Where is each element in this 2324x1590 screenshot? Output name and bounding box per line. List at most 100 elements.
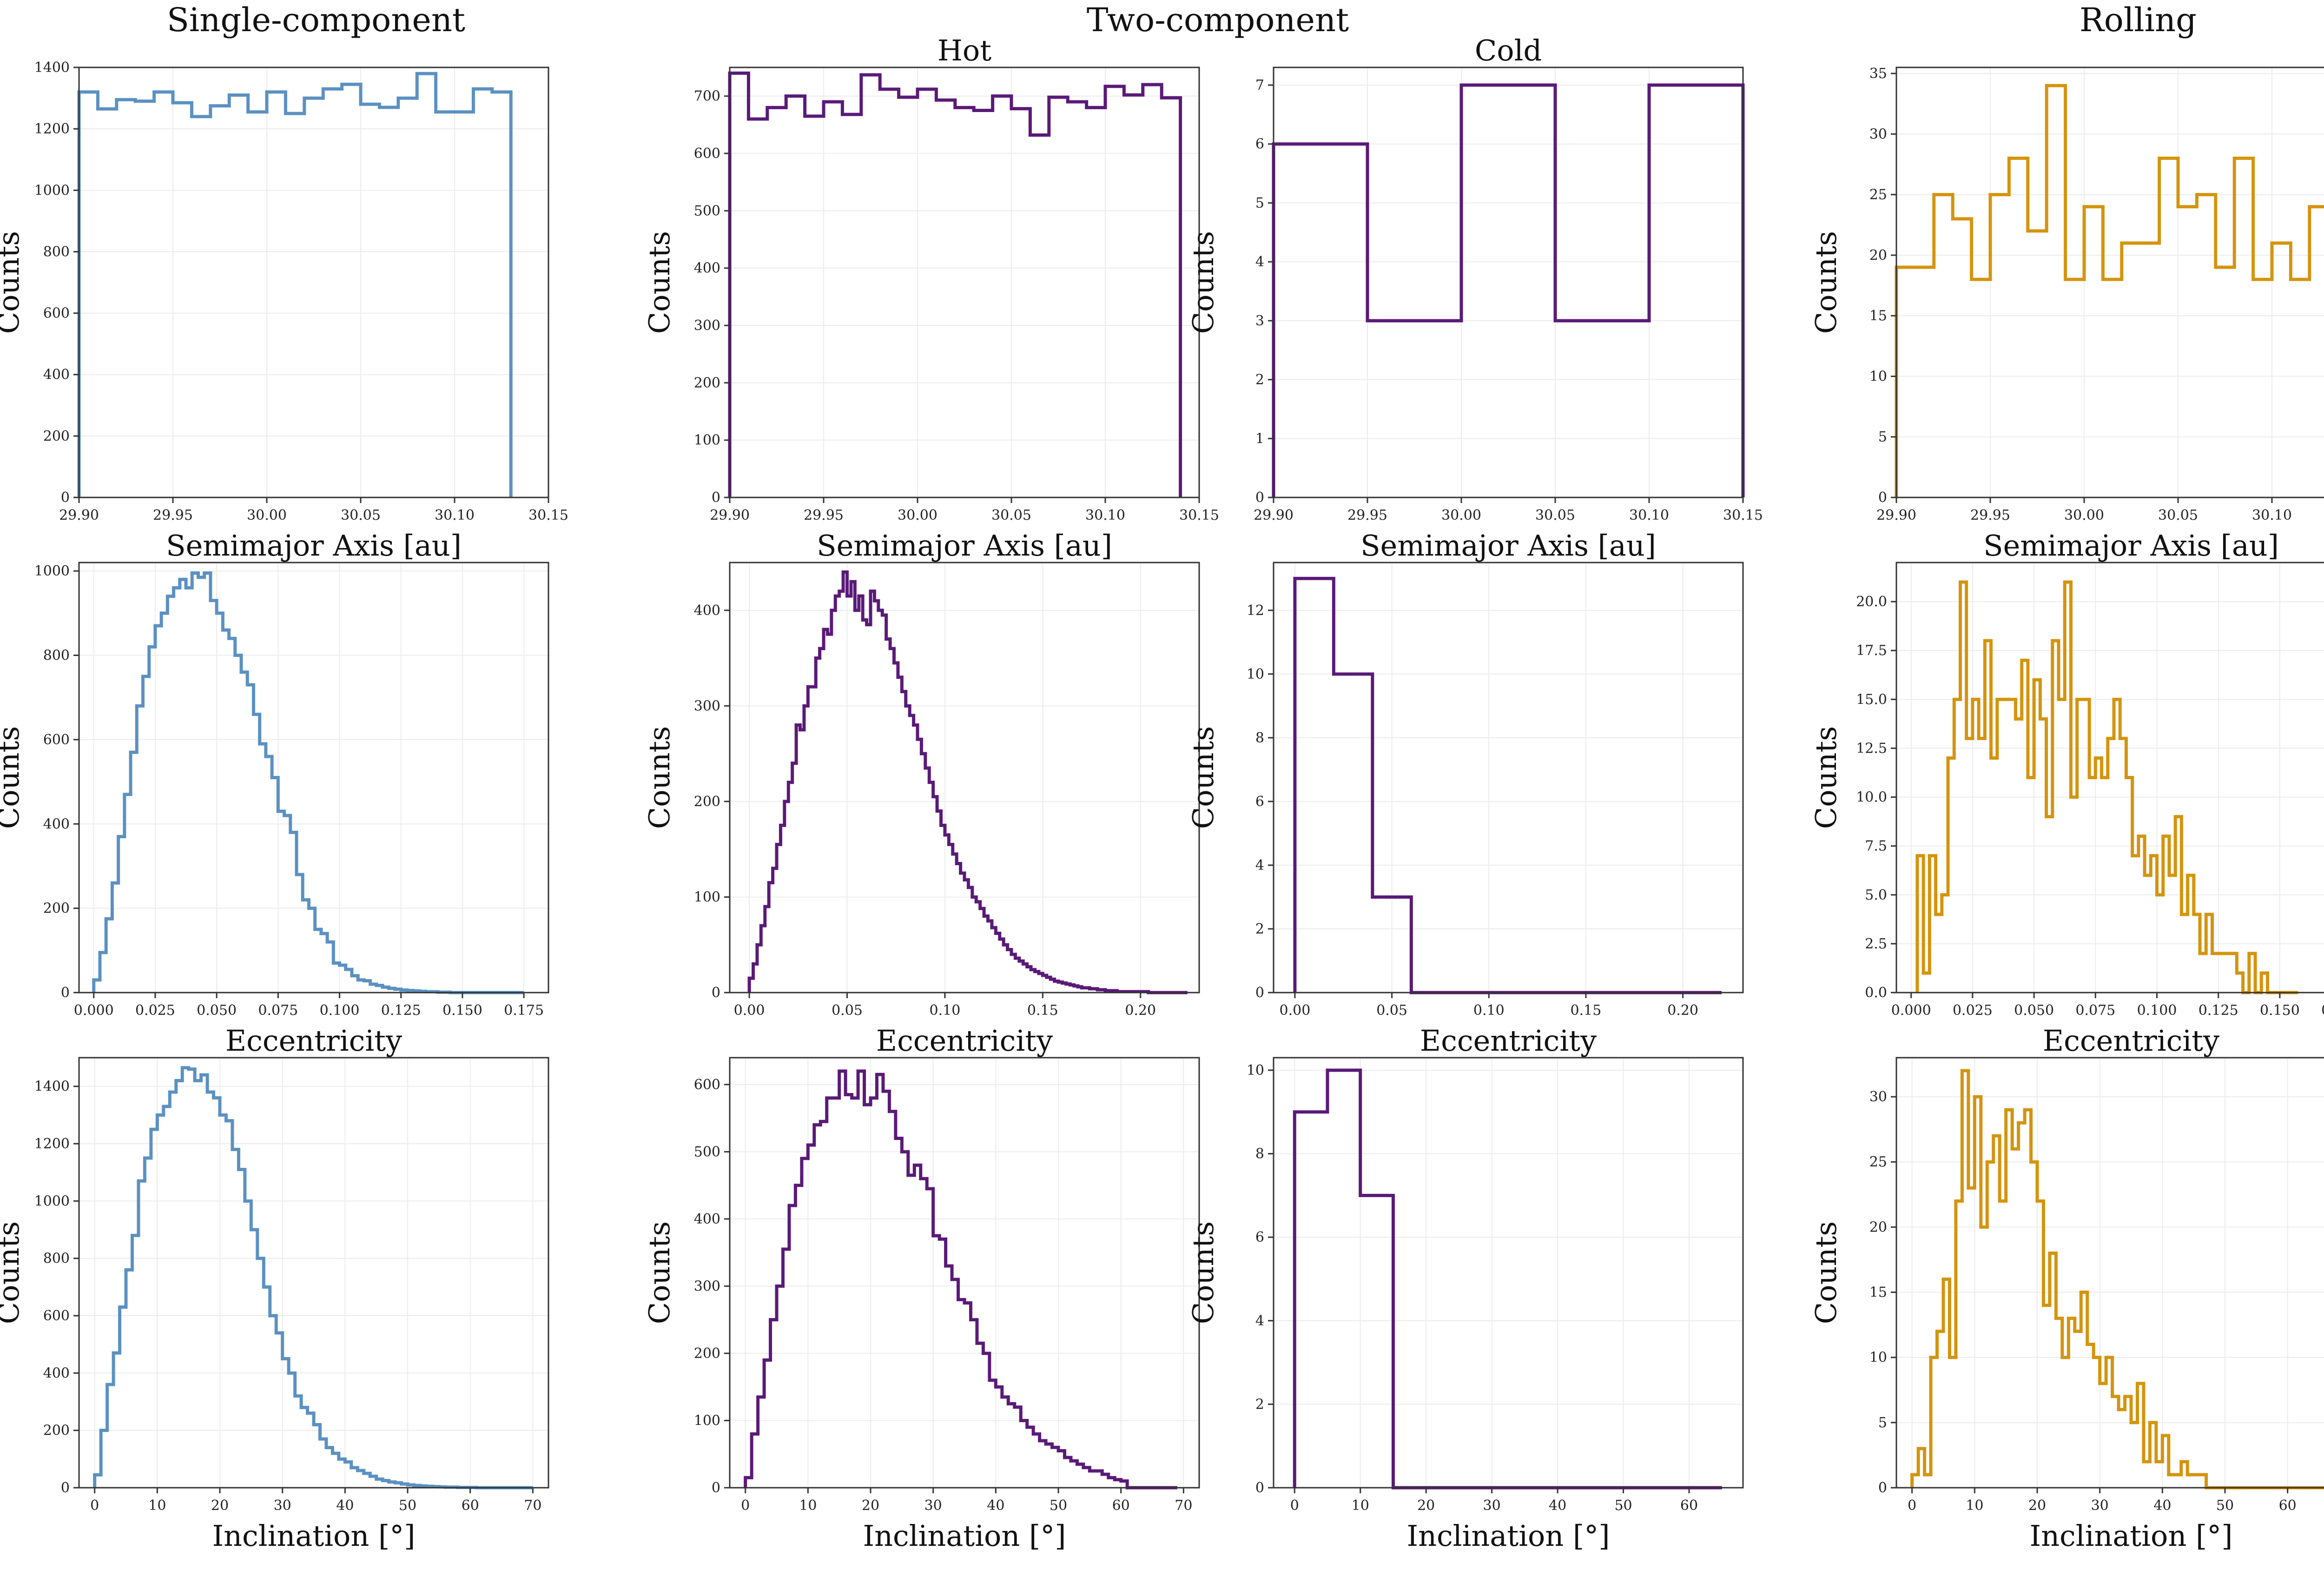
x-tick-label: 0.000 (1891, 1002, 1931, 1019)
histogram-bin (1956, 1201, 1962, 1488)
histogram-bin (786, 96, 805, 497)
histogram-bin (2100, 1384, 2106, 1488)
histogram-bin (2157, 895, 2163, 993)
histogram-step-line (1895, 84, 2324, 497)
y-tick-label: 1400 (34, 60, 70, 76)
histogram-bin (1972, 279, 1990, 497)
y-tick-label: 20 (1869, 1219, 1887, 1235)
histogram-bin (2249, 954, 2255, 993)
histogram-bin (2022, 660, 2028, 993)
chart-svg-cold-a: 29.90 29.95 30.00 30.05 30.10 30.15 0 1 2 3 4 5 6 7 Se… (1186, 33, 1763, 563)
histogram-bin (229, 638, 235, 993)
histogram-bin (2047, 817, 2053, 993)
histogram-bin (802, 1159, 808, 1488)
histogram-step-line (744, 1069, 1177, 1490)
histogram-bin (1991, 758, 1997, 993)
histogram-bin (804, 706, 808, 993)
histogram-bin (1074, 986, 1078, 993)
histogram-bin (143, 676, 149, 993)
histogram-bin (780, 825, 784, 993)
histogram-bin (941, 825, 945, 993)
x-tick-label: 0.05 (832, 1002, 863, 1019)
histogram-bin (937, 811, 941, 993)
histogram-bin (436, 112, 455, 497)
histogram-bin (1019, 961, 1023, 993)
y-axis-label: Counts (0, 726, 26, 829)
x-tick-label: 29.90 (710, 507, 750, 523)
histogram-bin (2133, 856, 2139, 993)
histogram-bin (2197, 195, 2215, 497)
y-tick-label: 30 (1869, 126, 1887, 142)
histogram-bin (389, 1482, 395, 1488)
histogram-bin (1295, 578, 1334, 993)
y-axis-label: Counts (1809, 231, 1843, 334)
histogram-bin (2137, 1384, 2143, 1488)
x-tick-label: 30.00 (247, 507, 287, 523)
histogram-bin (297, 874, 303, 993)
histogram-bin (2126, 778, 2132, 993)
histogram-bin (1011, 954, 1015, 993)
histogram-bin (1124, 95, 1142, 497)
histogram-bin (921, 754, 925, 993)
histogram-bin (820, 649, 824, 993)
histogram-bin (898, 677, 902, 993)
histogram-bin (2119, 1410, 2125, 1488)
column-header-single: Single-component (166, 1, 466, 39)
y-tick-label: 0 (61, 490, 70, 506)
histogram-bin (993, 96, 1011, 497)
histogram-bin (1162, 98, 1180, 497)
histogram-bins (1917, 582, 2268, 993)
x-tick-label: 0.100 (2137, 1002, 2177, 1019)
histogram-bin (301, 1407, 307, 1488)
histogram-bin (1896, 267, 1915, 497)
histogram-bin (113, 1353, 119, 1488)
histogram-bin (952, 1279, 958, 1488)
histogram-bin (908, 1175, 914, 1488)
histogram-bin (1121, 1481, 1127, 1488)
histogram-bin (971, 1320, 977, 1488)
histogram-bin (2291, 279, 2309, 497)
chart-svg-rolling-a: 29.9029.9530.0030.0530.1030.150510152025… (1809, 66, 2324, 563)
x-tick-label: 29.95 (1970, 507, 2010, 523)
histogram-bin (765, 907, 769, 993)
histogram-bin (886, 639, 890, 993)
y-tick-label: 6 (1255, 794, 1264, 810)
histogram-bin (783, 1249, 789, 1488)
histogram-bin (1360, 1195, 1393, 1488)
histogram-bin (1115, 1480, 1121, 1488)
histogram-bin (364, 981, 370, 993)
histogram-bin (101, 1431, 107, 1488)
histogram-bin (2028, 778, 2034, 993)
histogram-bin (1015, 958, 1019, 993)
histogram-bin (1143, 85, 1162, 497)
histogram-bin (1039, 974, 1043, 993)
y-tick-label: 200 (694, 794, 720, 810)
histogram-bin (1923, 973, 1929, 993)
y-tick-label: 0.0 (1865, 985, 1887, 1001)
histogram-bin (361, 104, 379, 497)
histogram-bin (473, 89, 492, 497)
histogram-bin (207, 1092, 213, 1488)
histogram-bin (764, 1360, 770, 1488)
histogram-bin (2081, 1292, 2087, 1488)
histogram-bin (220, 1115, 226, 1488)
histogram-bin (2012, 1149, 2018, 1488)
histogram-bin (777, 1286, 783, 1488)
y-tick-label: 200 (43, 901, 70, 917)
x-tick-label: 20 (862, 1497, 879, 1514)
histogram-bin (2139, 836, 2145, 993)
histogram-bin (761, 926, 765, 993)
x-tick-label: 20 (2028, 1497, 2046, 1514)
histogram-bin (1046, 1444, 1052, 1488)
histogram-bin (1068, 102, 1086, 497)
histogram-bin (189, 1069, 195, 1488)
histogram-bin (992, 928, 996, 993)
x-tick-label: 30.05 (2158, 507, 2198, 523)
histogram-bin (974, 111, 992, 498)
x-tick-label: 50 (1614, 1497, 1632, 1514)
histogram-bin (976, 902, 980, 993)
histogram-bin (1960, 582, 1966, 993)
y-tick-label: 1 (1255, 431, 1264, 447)
histogram-bin (180, 579, 186, 993)
histogram-bin (333, 963, 339, 993)
